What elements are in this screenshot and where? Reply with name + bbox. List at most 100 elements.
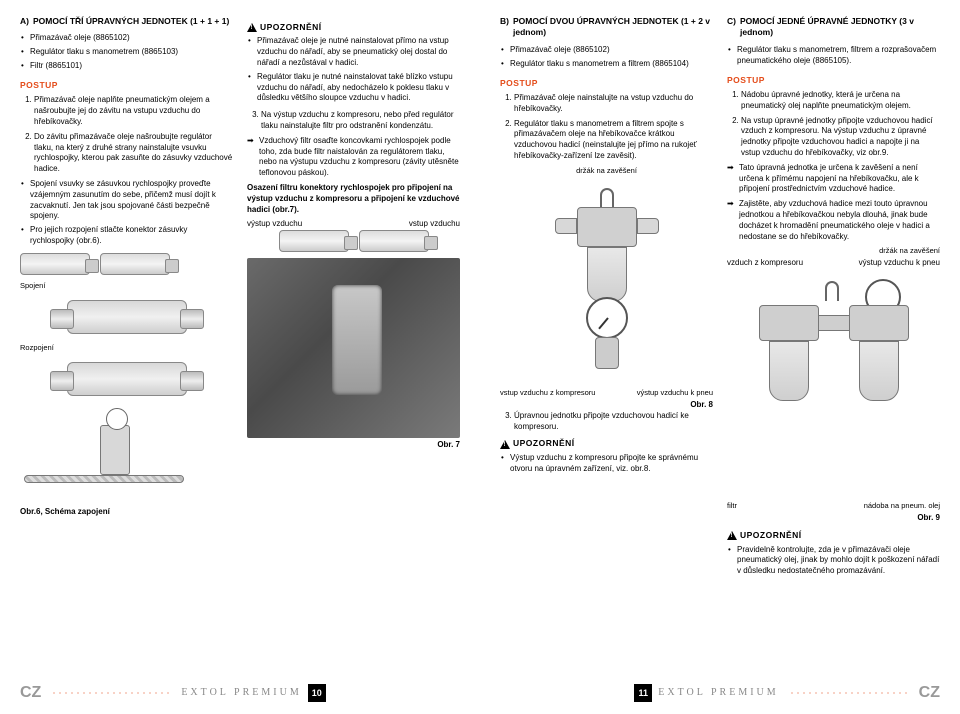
warn-items-c: Výstup vzduchu z kompresoru připojte ke … [500, 453, 713, 475]
warn-label: UPOZORNĚNÍ [260, 22, 322, 33]
page-left: A) POMOCÍ TŘÍ ÚPRAVNÝCH JEDNOTEK (1 + 1 … [0, 0, 480, 714]
fig-disjoin [20, 359, 233, 399]
brand-label: EXTOL PREMIUM [658, 686, 778, 700]
photo-fig7 [247, 258, 460, 438]
bullet: Přimazávač oleje (8865102) [30, 33, 233, 44]
warning-icon [500, 440, 510, 449]
heading-b: B) POMOCÍ DVOU ÚPRAVNÝCH JEDNOTEK (1 + 2… [500, 16, 713, 39]
columns-left: A) POMOCÍ TŘÍ ÚPRAVNÝCH JEDNOTEK (1 + 1 … [20, 16, 460, 518]
caption-fig8: Obr. 8 [500, 400, 713, 411]
step: Na vstup úpravné jednotky připojte vzduc… [741, 116, 940, 159]
heading-c-text: POMOCÍ JEDNÉ ÚPRAVNÉ JEDNOTKY (3 v jedno… [740, 16, 940, 39]
postup-a: POSTUP [20, 80, 233, 91]
annot-in-d: vzduch z kompresoru [727, 258, 803, 269]
dots-icon [51, 692, 171, 694]
warn-items-d: Pravidelně kontrolujte, zda je v přimazá… [727, 545, 940, 577]
step: Regulátor tlaku s manometrem a filtrem s… [514, 119, 713, 162]
annot-out-d: výstup vzduchu k pneu [859, 258, 940, 269]
caption-fig7: Obr. 7 [247, 440, 460, 451]
annot-filter: filtr [727, 501, 737, 511]
steps-d: Nádobu úpravné jednotky, která je určena… [727, 90, 940, 159]
warning-icon [727, 531, 737, 540]
schematic-fig6 [20, 405, 220, 505]
body-icon [577, 207, 637, 247]
step: Nádobu úpravné jednotky, která je určena… [741, 90, 940, 112]
gauge-icon [586, 297, 628, 339]
warning-icon [247, 23, 257, 32]
heading-c-lead: C) [727, 16, 736, 27]
warn-item: Přimazávač oleje je nutné nainstalovat p… [257, 36, 460, 68]
bold-para: Osazení filtru konektory rychlospojek pr… [247, 183, 460, 215]
col-c: B) POMOCÍ DVOU ÚPRAVNÝCH JEDNOTEK (1 + 2… [500, 16, 713, 583]
col-a: A) POMOCÍ TŘÍ ÚPRAVNÝCH JEDNOTEK (1 + 1 … [20, 16, 233, 518]
coupler-annot-row: výstup vzduchu vstup vzduchu [247, 219, 460, 230]
coupler-icon [20, 253, 90, 275]
step: Přimazávač oleje naplňte pneumatickým ol… [34, 95, 233, 127]
bullets-c: Přimazávač oleje (8865102) Regulátor tla… [500, 45, 713, 70]
warn-head-b: UPOZORNĚNÍ [247, 22, 460, 33]
arrow-b: Vzduchový filtr osaďte koncovkami rychlo… [247, 136, 460, 179]
step: Do závitu přimazávače oleje našroubujte … [34, 132, 233, 175]
label-join: Spojení [20, 281, 233, 291]
port-left-icon [555, 218, 577, 234]
heading-b-text: POMOCÍ DVOU ÚPRAVNÝCH JEDNOTEK (1 + 2 v … [513, 16, 713, 39]
label-disjoin: Rozpojení [20, 343, 233, 353]
coupler-icon [100, 253, 170, 275]
arrow-d1: Tato úpravná jednotka je určena k zavěše… [727, 163, 940, 195]
bullet: Spojení vsuvky se zásuvkou rychlospojky … [30, 179, 233, 222]
bullets-a: Přimazávač oleje (8865102) Regulátor tla… [20, 33, 233, 71]
bullet: Regulátor tlaku s manometrem, filtrem a … [737, 45, 940, 67]
heading-c: C) POMOCÍ JEDNÉ ÚPRAVNÉ JEDNOTKY (3 v je… [727, 16, 940, 39]
postup-d: POSTUP [727, 75, 940, 86]
bullets-d: Regulátor tlaku s manometrem, filtrem a … [727, 45, 940, 67]
caption-fig6: Obr.6, Schéma zapojení [20, 507, 233, 518]
bullet: Pro jejich rozpojení stlačte konektor zá… [30, 225, 233, 247]
steps-c2: Úpravnou jednotku připojte vzduchovou ha… [500, 411, 713, 433]
footer-left: CZ EXTOL PREMIUM 10 [0, 682, 480, 704]
cap-icon [595, 337, 619, 369]
heading-a: A) POMOCÍ TŘÍ ÚPRAVNÝCH JEDNOTEK (1 + 1 … [20, 16, 233, 27]
annot-hook: držák na zavěšení [500, 166, 713, 176]
port-right-icon [637, 218, 659, 234]
coupler-disjoin-icon [67, 362, 187, 396]
warn-head-d: UPOZORNĚNÍ [727, 530, 940, 541]
brand-label: EXTOL PREMIUM [181, 686, 301, 700]
fig9-regulator [739, 275, 929, 505]
annot-in: vstup vzduchu [409, 219, 460, 230]
dots-icon [789, 692, 909, 694]
unit-left-icon [759, 305, 819, 401]
coupler-row-2 [247, 230, 460, 252]
page-number: 11 [634, 684, 652, 702]
coupler-icon [359, 230, 429, 252]
warn-label: UPOZORNĚNÍ [740, 530, 802, 541]
step: Na výstup vzduchu z kompresoru, nebo pře… [261, 110, 460, 132]
lang-badge: CZ [919, 682, 940, 704]
warn-item: Pravidelně kontrolujte, zda je v přimazá… [737, 545, 940, 577]
heading-a-text: POMOCÍ TŘÍ ÚPRAVNÝCH JEDNOTEK (1 + 1 + 1… [33, 16, 229, 27]
manual-spread: A) POMOCÍ TŘÍ ÚPRAVNÝCH JEDNOTEK (1 + 1 … [0, 0, 960, 714]
warn-item: Výstup vzduchu z kompresoru připojte ke … [510, 453, 713, 475]
page-right: B) POMOCÍ DVOU ÚPRAVNÝCH JEDNOTEK (1 + 2… [480, 0, 960, 714]
steps-c: Přimazávač oleje nainstalujte na vstup v… [500, 93, 713, 162]
annot-out: výstup vzduchu [247, 219, 302, 230]
fig8-regulator [532, 182, 682, 392]
heading-a-lead: A) [20, 16, 29, 27]
caption-fig9: Obr. 9 [727, 513, 940, 524]
bullet: Filtr (8865101) [30, 61, 233, 72]
fig9-top-labels: vzduch z kompresoru výstup vzduchu k pne… [727, 258, 940, 269]
columns-right: B) POMOCÍ DVOU ÚPRAVNÝCH JEDNOTEK (1 + 2… [500, 16, 940, 583]
hook-icon [825, 281, 839, 301]
col-b: UPOZORNĚNÍ Přimazávač oleje je nutné nai… [247, 16, 460, 518]
footer-right: 11 EXTOL PREMIUM CZ [480, 682, 960, 704]
bullet: Přimazávač oleje (8865102) [510, 45, 713, 56]
unit-right-icon [849, 305, 909, 401]
warn-items-b: Přimazávač oleje je nutné nainstalovat p… [247, 36, 460, 104]
col-d: C) POMOCÍ JEDNÉ ÚPRAVNÉ JEDNOTKY (3 v je… [727, 16, 940, 583]
hook-icon [600, 188, 614, 208]
annot-hook-d: držák na zavěšení [727, 246, 940, 256]
coupler-row-1 [20, 253, 233, 275]
bullet: Regulátor tlaku s manometrem (8865103) [30, 47, 233, 58]
warn-label: UPOZORNĚNÍ [513, 438, 575, 449]
heading-b-lead: B) [500, 16, 509, 27]
bullet: Regulátor tlaku s manometrem a filtrem (… [510, 59, 713, 70]
